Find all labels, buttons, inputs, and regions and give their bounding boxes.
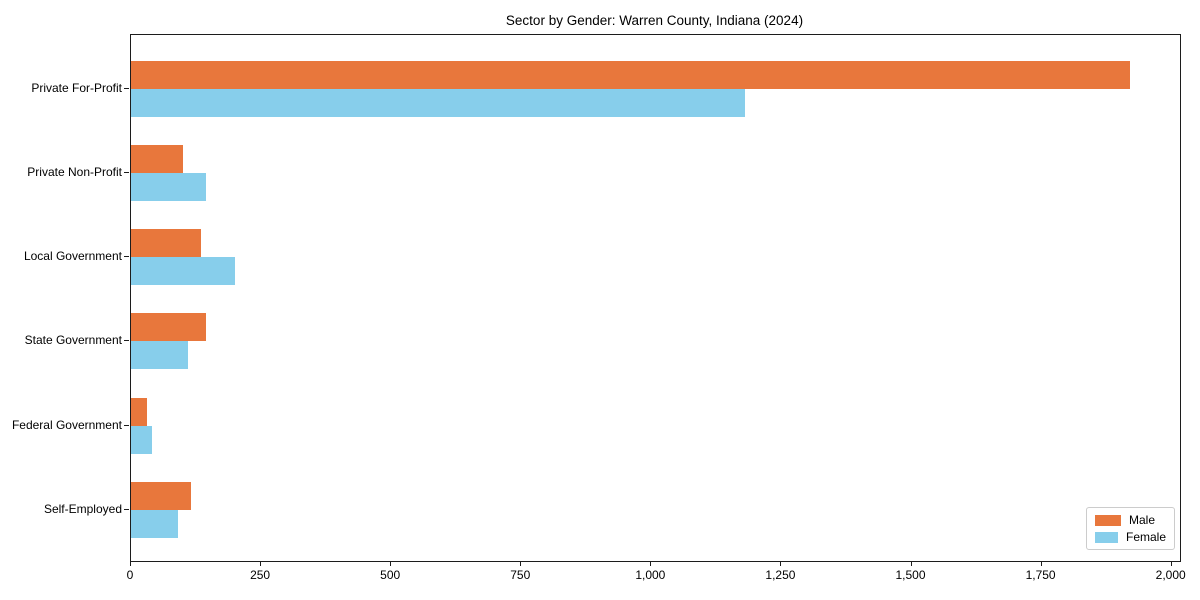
y-axis-tick — [124, 509, 129, 510]
x-axis-tick-label: 1,750 — [1025, 568, 1056, 582]
x-axis-tick — [130, 562, 131, 566]
chart-title: Sector by Gender: Warren County, Indiana… — [505, 13, 804, 28]
y-axis-label-private-non-profit: Private Non-Profit — [27, 164, 122, 179]
x-axis-tick — [390, 562, 392, 566]
y-axis-tick — [124, 340, 129, 342]
x-axis-tick — [780, 562, 782, 566]
x-axis-tick — [520, 562, 522, 566]
legend-label-male: Male — [1129, 513, 1156, 527]
y-axis-label-federal-government: Federal Government — [11, 417, 122, 432]
x-axis-tick — [260, 562, 262, 566]
x-axis-tick — [910, 562, 912, 566]
bar-female-local-government — [131, 257, 236, 286]
plot-area — [130, 34, 1181, 562]
bar-male-self-employed — [131, 482, 191, 510]
bar-male-local-government — [131, 229, 202, 258]
y-axis-label-self-employed: Self-Employed — [43, 502, 122, 516]
bar-female-self-employed — [131, 510, 178, 538]
bar-male-state-government — [131, 313, 207, 342]
bar-female-state-government — [131, 341, 189, 370]
y-axis-tick — [124, 424, 129, 426]
x-axis-tick-label: 1,000 — [635, 568, 666, 582]
x-axis-tick — [650, 562, 652, 566]
x-axis-tick-label: 1,250 — [765, 568, 796, 582]
legend-item-female: Female — [1095, 530, 1166, 544]
x-axis-tick — [1040, 562, 1042, 566]
bar-male-federal-government — [131, 397, 147, 426]
x-axis-tick-label: 750 — [510, 568, 531, 582]
bar-male-private-for-profit — [131, 60, 1131, 89]
y-axis-label-state-government: State Government — [24, 333, 122, 348]
bar-male-private-non-profit — [131, 144, 184, 173]
x-axis-tick-label: 0 — [126, 568, 134, 582]
legend-label-female: Female — [1125, 530, 1166, 544]
y-axis-label-private-for-profit: Private For-Profit — [31, 80, 122, 95]
bar-female-private-for-profit — [131, 88, 745, 117]
bar-female-private-non-profit — [131, 172, 207, 201]
legend-swatch-female-icon — [1095, 531, 1118, 543]
legend-swatch-male-icon — [1095, 514, 1121, 526]
bar-female-federal-government — [131, 425, 152, 454]
x-axis-tick-label: 250 — [250, 568, 271, 582]
x-axis-tick-label: 2,000 — [1155, 568, 1186, 582]
y-axis-tick — [124, 256, 129, 258]
y-axis-tick — [124, 87, 129, 89]
x-axis-tick-label: 1,500 — [895, 568, 926, 582]
y-axis-tick — [124, 171, 129, 173]
x-axis-tick — [1170, 562, 1172, 566]
legend-item-male: Male — [1095, 513, 1166, 527]
legend: Male Female — [1086, 507, 1175, 550]
y-axis-label-local-government: Local Government — [23, 249, 122, 264]
x-axis-tick-label: 500 — [380, 568, 401, 582]
